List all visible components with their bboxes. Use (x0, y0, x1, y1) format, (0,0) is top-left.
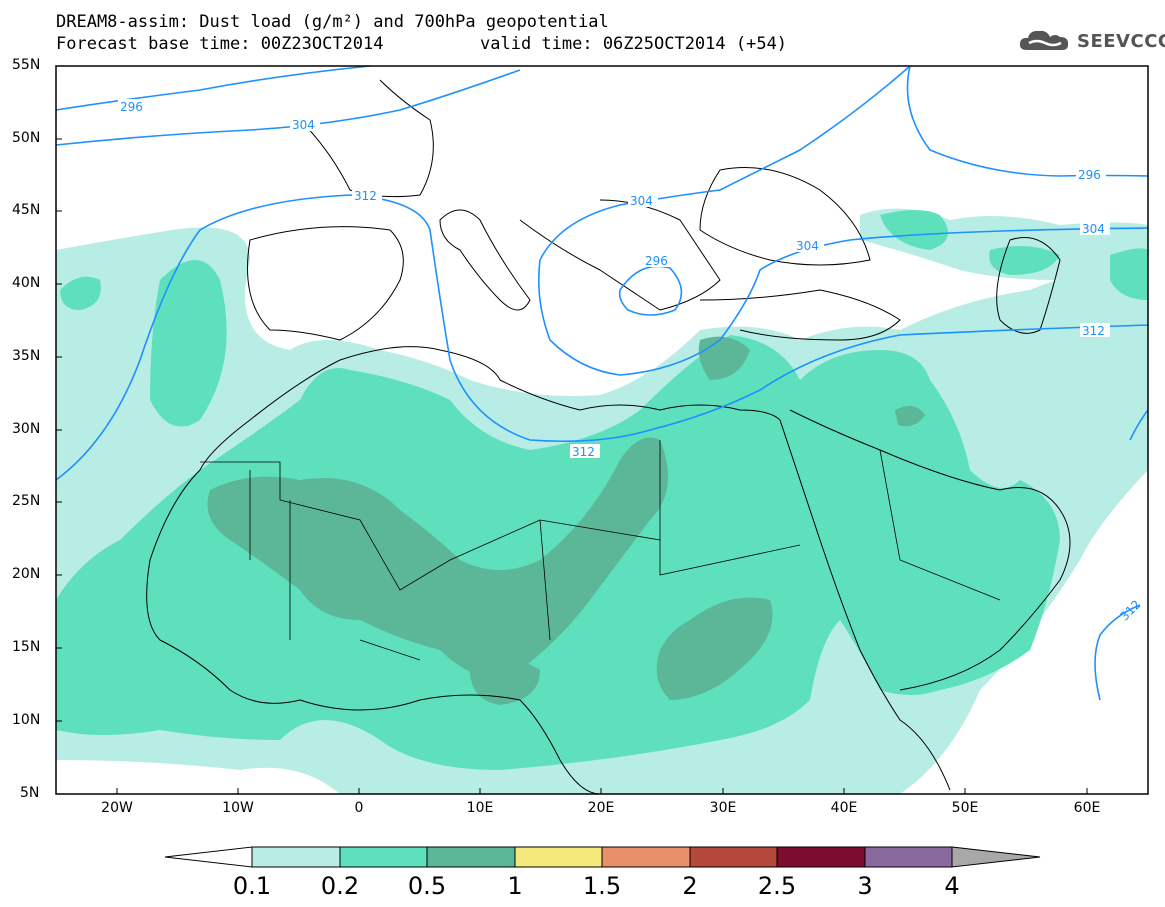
contour-304-center (539, 66, 911, 261)
lon-tick-label: 10E (466, 800, 494, 816)
lat-tick-label: 5N (20, 785, 40, 801)
contour-312-se (1094, 604, 1141, 701)
coastline-iberia (247, 226, 404, 341)
lon-tick-label: 60E (1073, 800, 1101, 816)
dust-level-0.2-region (989, 246, 1060, 275)
coastline-balkans (519, 199, 721, 311)
contour-label: 312 (1117, 597, 1143, 623)
cloud-icon (1019, 30, 1069, 50)
dust-level-0.5-region (698, 336, 750, 380)
lat-tick-label: 35N (12, 348, 41, 364)
dust-level-0.5-region (895, 406, 925, 427)
contour-label: 304 (796, 239, 819, 253)
colorbar-label: 2.5 (757, 872, 797, 900)
dust-level-0.5-region (207, 437, 668, 677)
colorbar-label: 0.2 (320, 872, 360, 900)
colorbar-swatch (514, 846, 603, 868)
contour-label: 296 (120, 100, 143, 114)
coastline-caspian (996, 237, 1061, 334)
colorbar-label: 1 (507, 872, 523, 900)
border-lines (200, 440, 1001, 661)
lat-tick-label: 50N (12, 130, 41, 146)
colorbar-swatch (601, 846, 691, 868)
coastline-africa-west (146, 359, 601, 794)
colorbar-swatch (864, 846, 953, 868)
colorbar-max-arrow (951, 846, 1041, 868)
dust-level-0.2-region (880, 210, 948, 250)
contour-296-nw (56, 66, 371, 111)
colorbar-min-arrow (164, 846, 253, 868)
lon-tick-label: 30E (709, 800, 737, 816)
colorbar-swatch (776, 846, 866, 868)
lat-tick-label: 15N (12, 639, 41, 655)
coastline-france-uk (299, 79, 434, 198)
lat-tick-label: 40N (12, 275, 41, 291)
lat-tick-label: 25N (12, 493, 41, 509)
contour-label: 312 (354, 189, 377, 203)
lon-tick-label: 50E (951, 800, 979, 816)
coastline-north-africa (339, 346, 781, 421)
dust-level-0.2-region (150, 260, 227, 427)
contour-label: 296 (1078, 168, 1101, 182)
dust-level-0.5-region (656, 597, 773, 700)
lon-tick-label: 40E (830, 800, 858, 816)
dust-level-0.2-region (60, 276, 101, 310)
contour-label: 312 (1082, 324, 1105, 338)
lon-tick-label: 0 (354, 800, 364, 816)
colorbar-swatch (426, 846, 516, 868)
tick-marks (56, 65, 1088, 794)
coastline-turkey (699, 289, 901, 341)
contour-label: 304 (292, 118, 315, 132)
contour-312-se-edge (1129, 409, 1148, 441)
contour-296-ne (906, 66, 1148, 177)
colorbar (164, 846, 1041, 868)
contour-label: 296 (645, 254, 668, 268)
contour-296-greece (618, 265, 683, 316)
forecast-valid-time: valid time: 06Z25OCT2014 (+54) (480, 34, 788, 54)
seevccc-logo: SEEVCCC (1017, 26, 1165, 56)
coastlines (146, 79, 1071, 794)
colorbar-label: 3 (857, 872, 873, 900)
coastline-black-sea (699, 167, 871, 266)
colorbar-label: 0.5 (407, 872, 447, 900)
lat-tick-label: 45N (12, 202, 41, 218)
colorbar-label: 2 (682, 872, 698, 900)
colorbar-label: 1.5 (582, 872, 622, 900)
colorbar-label: 0.1 (232, 872, 272, 900)
forecast-base-time: Forecast base time: 00Z23OCT2014 (56, 34, 384, 54)
lat-tick-label: 30N (12, 421, 41, 437)
colorbar-swatch (339, 846, 428, 868)
colorbar-swatch (689, 846, 778, 868)
contour-label: 312 (572, 445, 595, 459)
dust-fields (56, 208, 1148, 794)
lon-tick-label: 20E (587, 800, 615, 816)
contour-label: 304 (630, 194, 653, 208)
dust-level-0.5-region (470, 660, 540, 705)
colorbar-swatch (251, 846, 341, 868)
contour-labels: 296 304 312 304 296 304 312 296 304 312 … (118, 99, 1143, 623)
contour-312-main (56, 194, 1148, 481)
lat-tick-label: 20N (12, 566, 41, 582)
contour-304-loop (537, 227, 1148, 376)
coastline-red-sea (779, 419, 951, 791)
lat-tick-label: 10N (12, 712, 41, 728)
dust-level-0.2-region (1110, 248, 1148, 300)
contour-label: 304 (1082, 222, 1105, 236)
lon-tick-label: 20W (101, 800, 133, 816)
colorbar-label: 4 (944, 872, 960, 900)
map-title: DREAM8-assim: Dust load (g/m²) and 700hP… (56, 12, 609, 32)
lat-tick-label: 55N (12, 57, 41, 73)
logo-text: SEEVCCC (1077, 30, 1165, 52)
coastline-italy (439, 209, 531, 311)
lon-tick-label: 10W (222, 800, 254, 816)
